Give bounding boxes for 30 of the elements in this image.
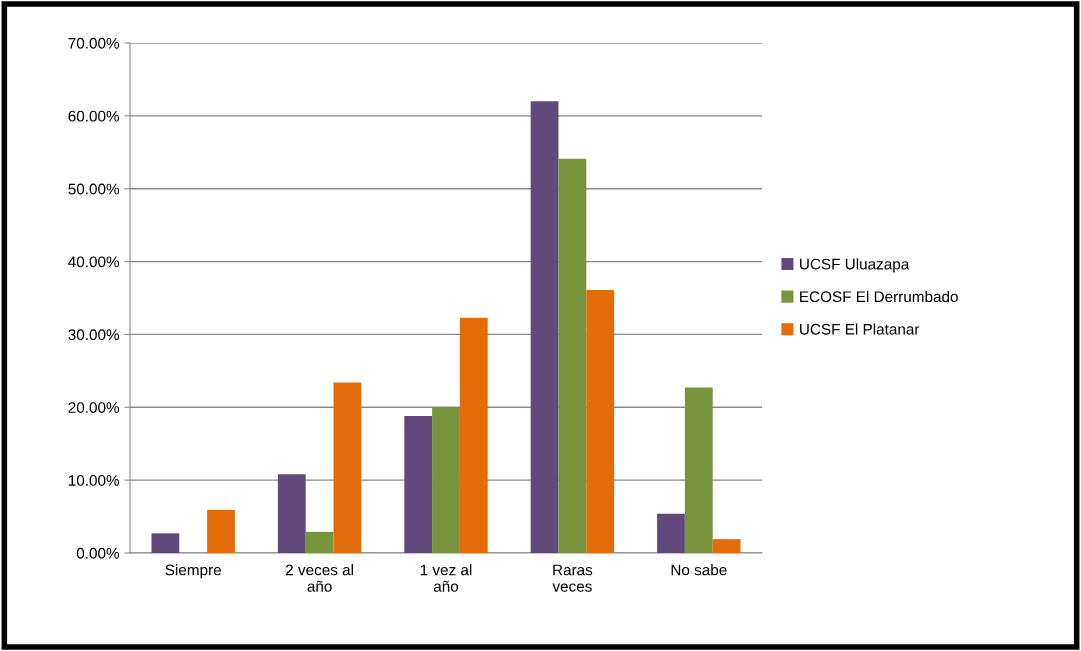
- bar: [333, 382, 362, 553]
- legend-label: UCSF Uluazapa: [800, 258, 910, 273]
- bar: [207, 510, 235, 553]
- x-tick-label: Siempre: [165, 564, 221, 579]
- bar: [657, 513, 685, 553]
- bar: [404, 416, 433, 553]
- bar: [558, 158, 587, 553]
- y-tick-label: 30.00%: [68, 329, 120, 341]
- bar: [151, 533, 180, 553]
- x-tick-label: Raras veces: [552, 564, 593, 592]
- y-tick-label: 60.00%: [68, 110, 120, 122]
- bar: [432, 407, 460, 553]
- y-tick-label: 10.00%: [68, 475, 120, 486]
- bar: [305, 531, 334, 553]
- bar: [277, 474, 306, 553]
- bar: [459, 317, 488, 553]
- bar: [684, 387, 713, 553]
- bar: [712, 539, 741, 553]
- x-tick-label: 2 veces al año: [285, 564, 353, 592]
- bar: [586, 289, 615, 553]
- x-tick-label: No sabe: [671, 564, 727, 576]
- y-tick-label: 70.00%: [68, 37, 120, 49]
- y-tick-label: 0.00%: [76, 547, 120, 559]
- legend-label: ECOSF El Derrumbado: [800, 290, 958, 303]
- y-tick-label: 20.00%: [68, 402, 120, 413]
- x-tick-label: 1 vez al año: [420, 564, 472, 592]
- legend-label: UCSF El Platanar: [800, 323, 920, 335]
- y-tick-label: 40.00%: [68, 256, 120, 268]
- bar: [530, 101, 559, 553]
- y-tick-label: 50.00%: [68, 183, 120, 195]
